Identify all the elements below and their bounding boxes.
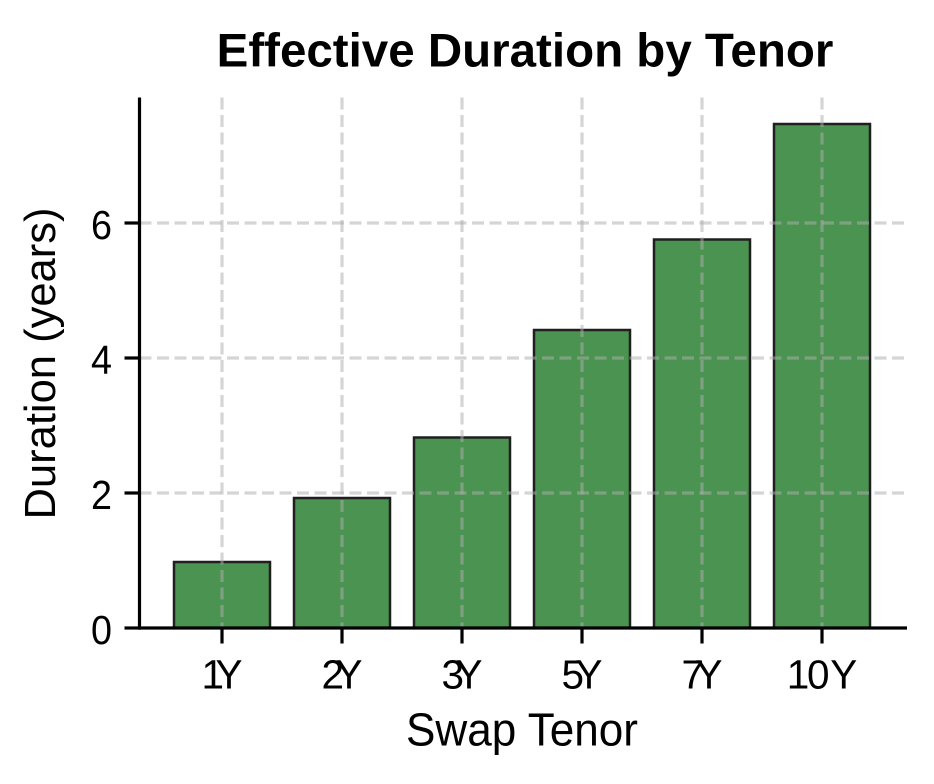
svg-text:2Y: 2Y xyxy=(322,652,363,698)
svg-text:7Y: 7Y xyxy=(682,652,723,698)
svg-text:0: 0 xyxy=(91,607,112,653)
svg-text:Duration (years): Duration (years) xyxy=(16,208,65,520)
svg-text:3Y: 3Y xyxy=(442,652,483,698)
svg-text:2: 2 xyxy=(91,472,112,518)
svg-text:10Y: 10Y xyxy=(787,652,858,698)
svg-text:Effective Duration by Tenor: Effective Duration by Tenor xyxy=(217,25,834,78)
svg-text:6: 6 xyxy=(91,202,112,248)
svg-text:Swap Tenor: Swap Tenor xyxy=(406,704,638,756)
svg-text:4: 4 xyxy=(91,337,112,383)
svg-text:5Y: 5Y xyxy=(562,652,603,698)
svg-text:1Y: 1Y xyxy=(202,652,243,698)
